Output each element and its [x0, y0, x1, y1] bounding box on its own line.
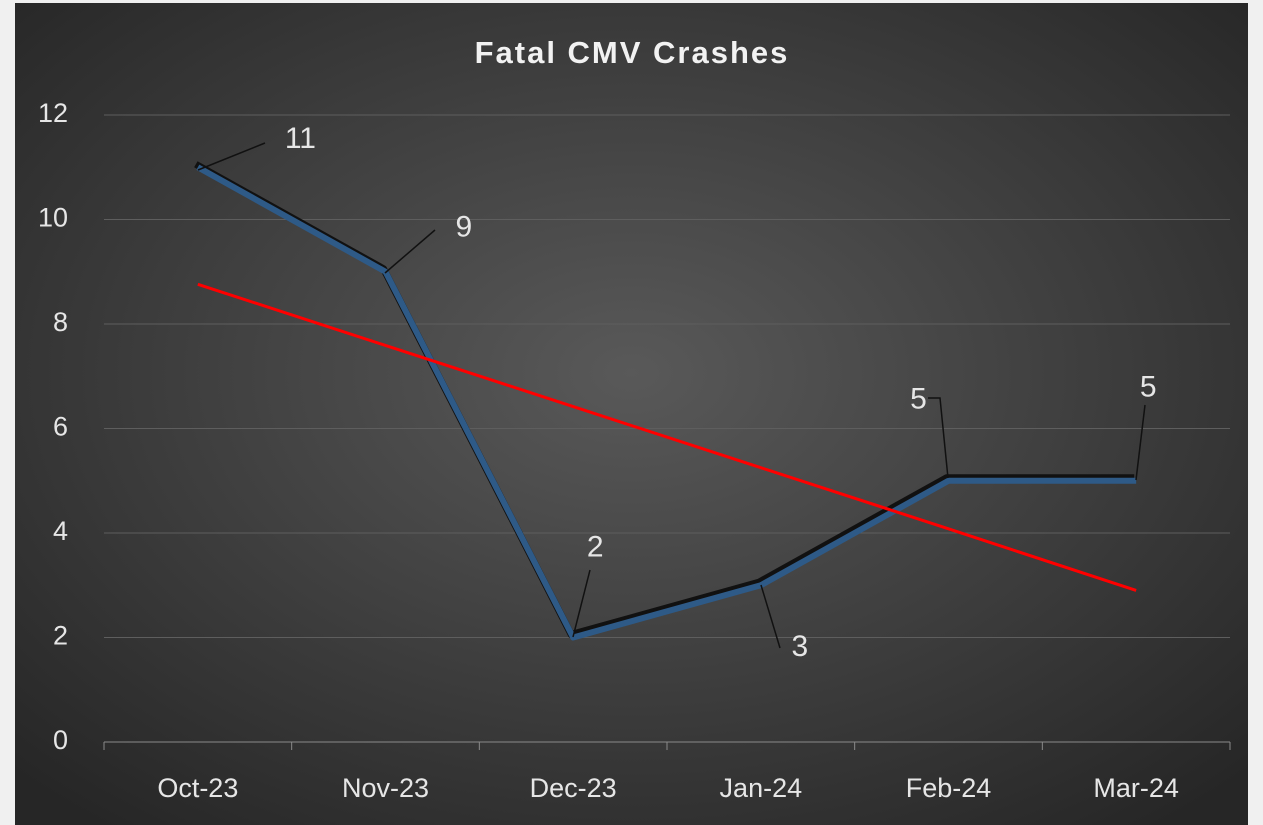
- leader-line: [1135, 404, 1146, 481]
- y-tick-label: 2: [53, 621, 68, 651]
- x-tick-label: Oct-23: [157, 773, 238, 803]
- chart-title: Fatal CMV Crashes: [475, 35, 790, 70]
- leader-line: [760, 584, 781, 649]
- leader-line: [572, 569, 591, 638]
- data-line: [196, 164, 1137, 641]
- data-label: 2: [587, 530, 604, 563]
- x-tick-label: Feb-24: [906, 773, 992, 803]
- x-tick-label: Jan-24: [720, 773, 803, 803]
- data-label: 9: [456, 211, 473, 244]
- data-label: 5: [1140, 371, 1157, 404]
- data-label: 5: [910, 383, 927, 416]
- y-tick-label: 8: [53, 307, 68, 337]
- x-tick-label: Mar-24: [1093, 773, 1179, 803]
- leader-line: [384, 229, 436, 274]
- y-tick-label: 10: [38, 203, 68, 233]
- x-tick-label: Dec-23: [530, 773, 617, 803]
- y-tick-label: 12: [38, 98, 68, 128]
- leader-line: [928, 397, 949, 479]
- leader-line: [197, 142, 266, 171]
- y-tick-label: 4: [53, 516, 68, 546]
- data-label: 11: [285, 122, 316, 155]
- x-tick-label: Nov-23: [342, 773, 429, 803]
- data-label: 3: [791, 630, 808, 663]
- trendline: [197, 282, 1137, 592]
- chart-background: [15, 3, 1248, 825]
- y-tick-label: 6: [53, 412, 68, 442]
- y-tick-label: 0: [53, 725, 68, 755]
